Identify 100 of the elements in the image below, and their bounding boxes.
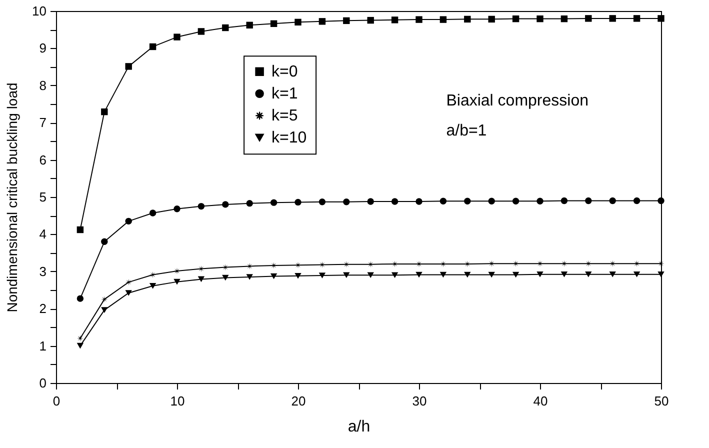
point <box>343 17 350 24</box>
point <box>125 63 132 70</box>
point <box>222 274 229 281</box>
point <box>270 20 278 27</box>
point <box>658 197 664 204</box>
point <box>658 271 664 278</box>
point <box>174 34 180 40</box>
point <box>367 198 374 205</box>
point <box>488 16 495 23</box>
point <box>270 273 278 280</box>
point <box>464 272 471 278</box>
point <box>609 260 616 267</box>
point <box>367 16 374 24</box>
x-tick-label: 20 <box>291 394 306 408</box>
y-tick-label: 5 <box>39 190 46 204</box>
point <box>149 43 156 50</box>
x-tick-label: 50 <box>654 394 669 408</box>
point <box>125 290 132 296</box>
point <box>585 197 592 204</box>
point <box>440 16 447 23</box>
point <box>391 272 398 278</box>
point <box>416 198 422 205</box>
point <box>222 24 229 32</box>
point <box>174 206 180 212</box>
point <box>101 238 108 245</box>
point <box>76 226 84 234</box>
point <box>246 22 253 28</box>
point <box>222 201 229 208</box>
point <box>560 15 568 22</box>
point <box>536 15 544 22</box>
point <box>560 197 568 204</box>
point <box>391 198 398 205</box>
y-tick-label: 3 <box>39 264 46 279</box>
point <box>512 198 520 204</box>
point <box>440 198 447 204</box>
y-tick-label: 0 <box>39 376 46 390</box>
point <box>101 296 108 303</box>
point <box>609 271 616 278</box>
x-tick-label: 30 <box>412 394 427 408</box>
y-tick-label: 8 <box>39 78 46 93</box>
point <box>294 272 302 279</box>
point <box>125 278 132 286</box>
point <box>149 271 156 278</box>
point <box>488 198 495 204</box>
y-tick-label: 2 <box>39 301 46 316</box>
point <box>464 198 471 204</box>
point <box>343 198 350 206</box>
point <box>609 197 616 204</box>
point <box>658 15 664 22</box>
point <box>101 307 108 313</box>
point <box>149 210 156 216</box>
point <box>512 15 520 22</box>
point <box>367 260 374 268</box>
point <box>585 260 592 267</box>
point <box>76 335 84 342</box>
point <box>318 272 326 278</box>
point <box>512 272 520 278</box>
point <box>391 16 398 24</box>
legend-label: k=0 <box>272 64 298 81</box>
point <box>343 272 350 278</box>
point <box>246 274 253 280</box>
point <box>440 272 447 278</box>
x-axis-title: a/h <box>348 418 370 436</box>
y-tick-label: 10 <box>32 4 46 18</box>
point <box>536 198 544 204</box>
x-tick-label: 0 <box>52 394 60 408</box>
point <box>318 198 326 206</box>
point <box>585 271 592 278</box>
point <box>318 18 326 25</box>
y-tick-label: 4 <box>39 226 46 242</box>
point <box>416 272 422 278</box>
point <box>633 15 640 22</box>
point <box>488 272 495 278</box>
point <box>198 28 205 35</box>
point <box>633 271 640 278</box>
point <box>246 200 253 207</box>
y-tick-label: 1 <box>39 338 46 354</box>
point <box>464 16 471 23</box>
point <box>609 15 616 22</box>
point <box>294 18 302 26</box>
point <box>76 342 84 349</box>
point <box>198 202 205 210</box>
y-axis-title: Nondimensional critical buckling load <box>4 82 20 312</box>
point <box>294 198 302 206</box>
point <box>488 260 495 267</box>
x-tick-label: 10 <box>170 394 185 408</box>
x-tick-label: 40 <box>533 394 548 408</box>
point <box>270 199 278 206</box>
point <box>222 264 229 271</box>
point <box>367 272 374 278</box>
point <box>416 16 422 23</box>
point <box>560 271 568 278</box>
point <box>343 260 350 268</box>
point <box>174 278 180 285</box>
y-tick-label: 9 <box>39 40 46 56</box>
point <box>125 218 132 225</box>
legend-label: k=10 <box>272 130 307 147</box>
y-tick-label: 6 <box>39 152 46 168</box>
legend-label: k=5 <box>272 108 298 125</box>
point <box>536 271 544 278</box>
